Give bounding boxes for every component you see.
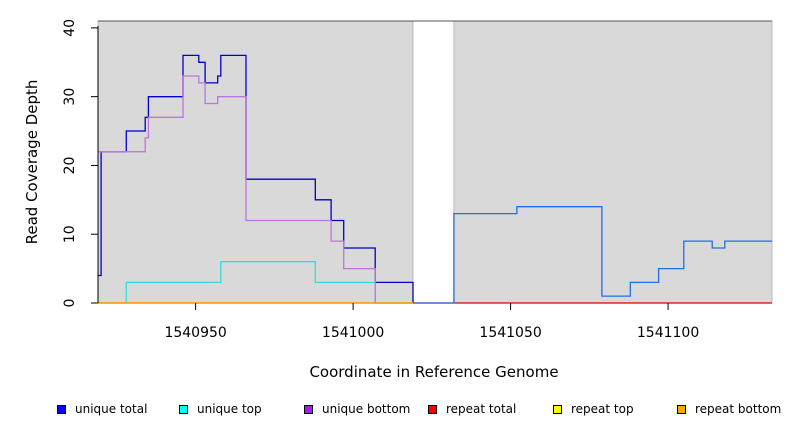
x-tick-label: 1541000	[322, 325, 384, 341]
legend-item-repeat-total: repeat total	[428, 400, 516, 418]
legend-swatch	[304, 404, 313, 414]
legend: unique total unique top unique bottom repea…	[0, 400, 792, 420]
legend-label: unique top	[197, 402, 262, 416]
series-lines	[98, 54, 772, 304]
x-tick-label: 1540950	[164, 325, 226, 341]
y-tick-label: 20	[62, 157, 78, 175]
legend-label: repeat total	[446, 402, 517, 416]
x-tick-label: 1541100	[637, 325, 699, 341]
legend-label: unique total	[75, 402, 148, 416]
legend-item-unique-total: unique total	[57, 400, 147, 418]
legend-swatch	[677, 404, 686, 414]
legend-swatch	[553, 404, 562, 414]
series-unique-bottom	[98, 75, 413, 304]
axes: 0 10 20 30 40 1540950 1541000 1541050 1541100	[62, 19, 699, 341]
y-tick-label: 30	[62, 88, 78, 106]
legend-item-repeat-top: repeat top	[553, 400, 634, 418]
legend-item-unique-top: unique top	[179, 400, 262, 418]
shaded-region-0	[97, 20, 414, 304]
x-axis-title: Coordinate in Reference Genome	[309, 363, 558, 381]
y-tick-label: 10	[62, 225, 78, 243]
legend-swatch	[179, 404, 188, 414]
y-tick-label: 40	[62, 19, 78, 37]
legend-item-repeat-bottom: repeat bottom	[677, 400, 781, 418]
legend-swatch	[57, 404, 66, 414]
legend-label: repeat bottom	[695, 402, 782, 416]
legend-swatch	[428, 404, 437, 414]
shaded-regions	[97, 20, 773, 304]
shaded-region-1	[453, 20, 773, 304]
legend-label: repeat top	[571, 402, 634, 416]
x-tick-label: 1541050	[479, 325, 541, 341]
y-axis-title: Read Coverage Depth	[23, 80, 41, 245]
legend-label: unique bottom	[322, 402, 411, 416]
series-6	[413, 206, 772, 304]
series-unique-total	[98, 54, 414, 303]
legend-item-unique-bottom: unique bottom	[304, 400, 410, 418]
y-tick-label: 0	[62, 299, 78, 308]
